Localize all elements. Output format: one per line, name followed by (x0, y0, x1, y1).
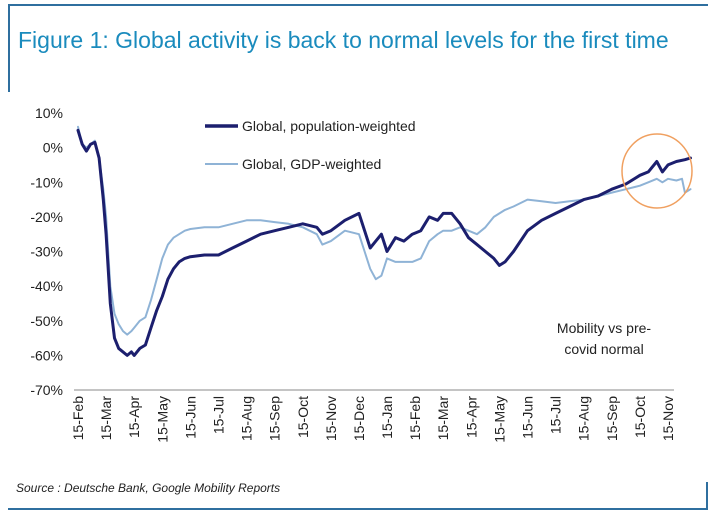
series-layer (76, 125, 692, 357)
annotation: Mobility vs pre-covid normal (557, 320, 651, 357)
y-tick-label: -70% (30, 382, 63, 398)
x-tick-label: 15-Mar (98, 396, 114, 441)
y-axis: 10% 0% -10% -20% -30% -40% -50% -60% -70% (30, 105, 63, 398)
x-tick-label: 15-Dec (351, 396, 367, 441)
frame-right-border (706, 482, 708, 510)
x-tick-label: 15-Sep (604, 396, 620, 441)
y-tick-label: -10% (30, 174, 63, 190)
x-tick-label: 15-Sep (267, 396, 283, 441)
legend-label: Global, GDP-weighted (242, 156, 381, 172)
x-tick-label: 15-Aug (576, 396, 592, 441)
series-line-1 (76, 128, 692, 357)
x-tick-label: 15-Nov (660, 396, 676, 441)
y-tick-label: 10% (35, 105, 63, 121)
series-line-2 (77, 125, 692, 336)
x-axis: 15-Feb 15-Mar 15-Apr 15-May 15-Jun 15-Jul 15-A… (70, 396, 676, 443)
frame-bottom-border (8, 508, 708, 510)
x-tick-label: 15-Feb (407, 396, 423, 441)
y-tick-label: -50% (30, 313, 63, 329)
x-tick-label: 15-Jun (182, 396, 198, 439)
x-tick-label: 15-Aug (239, 396, 255, 441)
highlight-circle (621, 133, 693, 209)
legend: Global, population-weighted Global, GDP-w… (205, 118, 416, 172)
y-tick-label: 0% (43, 140, 63, 156)
x-tick-label: 15-Oct (295, 396, 311, 438)
annotation-line: Mobility vs pre- (557, 320, 651, 336)
y-tick-label: -60% (30, 347, 63, 363)
y-tick-label: -40% (30, 278, 63, 294)
y-tick-label: -20% (30, 209, 63, 225)
y-tick-label: -30% (30, 244, 63, 260)
x-tick-label: 15-Oct (632, 396, 648, 438)
x-tick-label: 15-Mar (435, 396, 451, 441)
x-tick-label: 15-May (491, 396, 507, 443)
chart-title: Figure 1: Global activity is back to nor… (18, 27, 669, 53)
x-tick-label: 15-Jan (379, 396, 395, 439)
x-tick-label: 15-Apr (126, 396, 142, 438)
source-note: Source : Deutsche Bank, Google Mobility … (16, 481, 281, 495)
annotation-line: covid normal (564, 341, 643, 357)
x-tick-label: 15-Jul (210, 396, 226, 434)
frame-top-border (8, 4, 708, 6)
x-tick-label: 15-Feb (70, 396, 86, 441)
frame-left-border (8, 4, 10, 92)
x-tick-label: 15-Nov (323, 396, 339, 441)
legend-label: Global, population-weighted (242, 118, 416, 134)
x-tick-label: 15-May (154, 396, 170, 443)
x-tick-label: 15-Apr (463, 396, 479, 438)
x-tick-label: 15-Jul (548, 396, 564, 434)
x-tick-label: 15-Jun (520, 396, 536, 439)
